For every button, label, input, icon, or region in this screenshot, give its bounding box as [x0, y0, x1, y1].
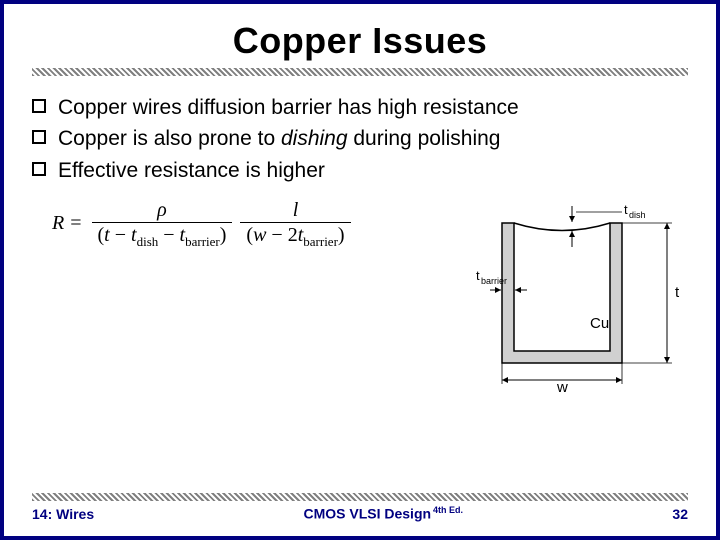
square-bullet-icon — [32, 130, 46, 144]
eq-frac1: ρ (t − tdish − tbarrier) — [92, 198, 233, 250]
footer-center-text: CMOS VLSI Design — [303, 506, 431, 522]
w-label: w — [556, 379, 568, 393]
footer-left: 14: Wires — [32, 506, 94, 522]
tbarrier-label: t — [476, 268, 480, 283]
cu-label: Cu — [590, 315, 609, 332]
bullet-item: Copper wires diffusion barrier has high … — [32, 94, 688, 121]
footer-center: CMOS VLSI Design4th Ed. — [94, 505, 672, 522]
tdish-label: t — [624, 202, 628, 217]
eq-num2: l — [287, 198, 305, 222]
barrier-shape — [502, 223, 622, 363]
t-label: t — [675, 284, 680, 301]
bullet-text: Copper is also prone to dishing during p… — [58, 125, 500, 152]
footer-rule — [32, 493, 688, 501]
footer-row: 14: Wires CMOS VLSI Design4th Ed. 32 — [32, 505, 688, 522]
bullet-list: Copper wires diffusion barrier has high … — [32, 94, 688, 184]
eq-frac2: l (w − 2tbarrier) — [240, 198, 350, 250]
slide-title: Copper Issues — [32, 20, 688, 62]
copper-cross-section-diagram: Cu t dish t barrier — [472, 198, 692, 398]
title-rule — [32, 68, 688, 76]
bullet-item: Copper is also prone to dishing during p… — [32, 125, 688, 152]
eq-equals: = — [70, 212, 81, 235]
eq-den2: (w − 2tbarrier) — [240, 222, 350, 250]
equation-row: R = ρ (t − tdish − tbarrier) l (w − 2tba… — [32, 198, 688, 398]
square-bullet-icon — [32, 99, 46, 113]
eq-lhs: R — [52, 212, 64, 235]
slide-footer: 14: Wires CMOS VLSI Design4th Ed. 32 — [32, 493, 688, 522]
dishing-curve — [514, 223, 610, 231]
bullet-item: Effective resistance is higher — [32, 157, 688, 184]
footer-edition: 4th Ed. — [433, 505, 463, 515]
tdish-sub: dish — [629, 210, 646, 220]
footer-page: 32 — [672, 506, 688, 522]
resistance-equation: R = ρ (t − tdish − tbarrier) l (w − 2tba… — [52, 198, 355, 250]
bullet-text: Effective resistance is higher — [58, 157, 325, 184]
slide: Copper Issues Copper wires diffusion bar… — [0, 0, 720, 540]
square-bullet-icon — [32, 162, 46, 176]
eq-num1: ρ — [151, 198, 173, 222]
eq-den1: (t − tdish − tbarrier) — [92, 222, 233, 250]
bullet-text: Copper wires diffusion barrier has high … — [58, 94, 519, 121]
tbarrier-sub: barrier — [481, 276, 507, 286]
